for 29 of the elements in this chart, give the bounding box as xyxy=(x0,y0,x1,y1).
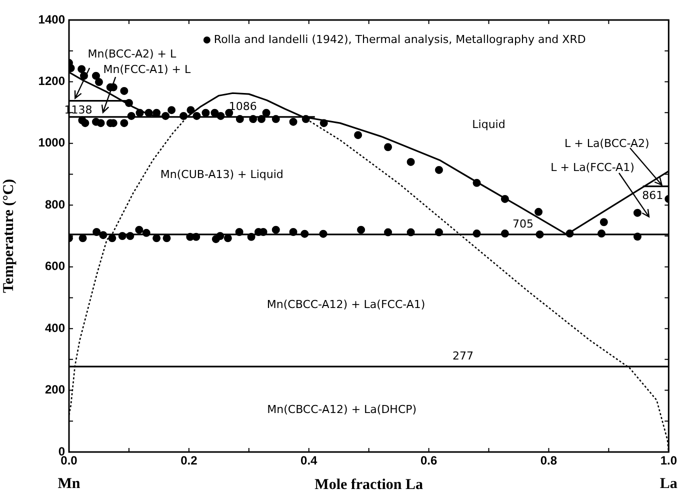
legend-label: Rolla and Iandelli (1942), Thermal analysis, Metallography and XRD xyxy=(214,32,586,46)
annotation: 861 xyxy=(642,189,664,202)
annotation: L + La(BCC-A2) xyxy=(564,136,650,150)
annotation: 705 xyxy=(512,217,534,230)
annotation: Mn(CBCC-A12) + La(FCC-A1) xyxy=(266,298,426,311)
y-tick-label: 400 xyxy=(44,320,66,335)
annotation: L + La(FCC-A1) xyxy=(550,160,634,174)
y-tick-label: 1400 xyxy=(38,12,66,26)
y-tick-label: 800 xyxy=(44,197,66,212)
annotation: Mn(CBCC-A12) + La(DHCP) xyxy=(267,402,417,416)
annotation: 1086 xyxy=(228,100,257,113)
text: Mn xyxy=(58,476,81,492)
y-tick-label: 200 xyxy=(44,382,66,397)
annotation: Mn(FCC-A1) + L xyxy=(103,62,192,76)
annotation: Mn(CUB-A13) + Liquid xyxy=(160,168,284,181)
x-tick-label: 0.2 xyxy=(180,454,198,468)
annotation: 277 xyxy=(452,349,474,362)
y-tick-label: 1200 xyxy=(38,74,66,88)
y-tick-label: 600 xyxy=(44,259,66,274)
annotation: Liquid xyxy=(472,118,506,131)
y-tick-label: 1000 xyxy=(38,136,66,150)
annotation: Mn(BCC-A2) + L xyxy=(88,48,178,61)
x-tick-label: 1.0 xyxy=(660,454,678,468)
x-tick-label: 0.8 xyxy=(540,454,558,468)
x-axis-title: Mole fraction La xyxy=(314,476,424,493)
x-tick-label: 0.4 xyxy=(300,454,318,468)
x-tick-label: 0.6 xyxy=(420,454,438,468)
y-axis-title: Temperature (°C) xyxy=(0,179,17,293)
text: La xyxy=(660,476,678,492)
